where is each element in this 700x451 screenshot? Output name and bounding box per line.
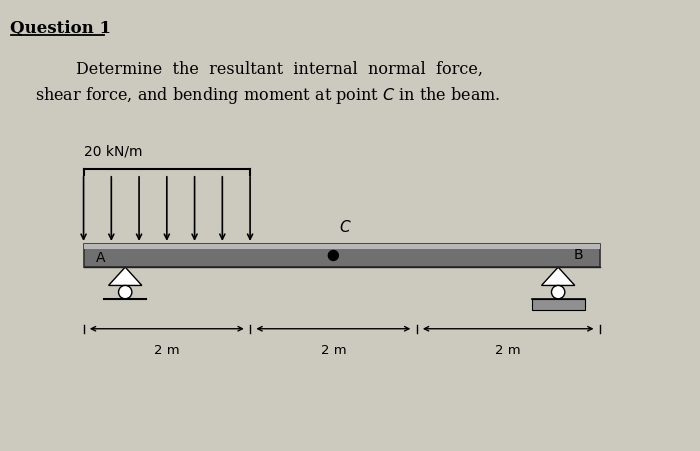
- Text: 2 m: 2 m: [321, 344, 346, 357]
- Bar: [83, 244, 600, 249]
- Circle shape: [118, 285, 132, 299]
- Text: 2 m: 2 m: [496, 344, 521, 357]
- Text: C: C: [340, 221, 350, 235]
- Text: 2 m: 2 m: [154, 344, 180, 357]
- Bar: [83, 244, 600, 267]
- Polygon shape: [108, 267, 142, 285]
- Polygon shape: [542, 267, 575, 285]
- Text: A: A: [96, 252, 105, 266]
- Text: Determine  the  resultant  internal  normal  force,
shear force, and bending mom: Determine the resultant internal normal …: [35, 61, 500, 106]
- Text: Question 1: Question 1: [10, 20, 111, 37]
- Circle shape: [552, 285, 565, 299]
- Bar: [531, 299, 584, 310]
- Text: 20 kN/m: 20 kN/m: [83, 145, 142, 159]
- Circle shape: [328, 250, 338, 261]
- Text: B: B: [573, 249, 583, 262]
